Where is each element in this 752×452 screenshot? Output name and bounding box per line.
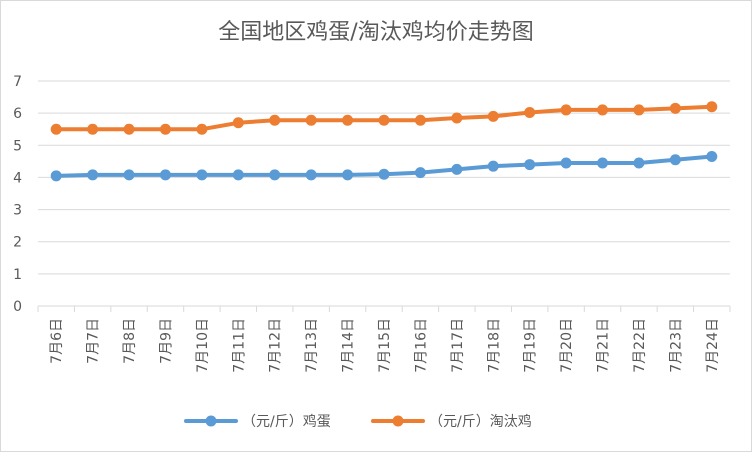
data-point-1 bbox=[50, 123, 62, 135]
y-tick-label: 2 bbox=[13, 235, 22, 251]
data-point-0 bbox=[524, 159, 536, 171]
data-point-1 bbox=[305, 114, 317, 126]
data-point-0 bbox=[451, 163, 463, 175]
x-tick-label: 7月19日 bbox=[523, 318, 539, 373]
x-tick-label: 7月7日 bbox=[86, 318, 102, 364]
data-point-0 bbox=[487, 160, 499, 172]
data-point-1 bbox=[87, 123, 99, 135]
x-tick-label: 7月23日 bbox=[668, 318, 684, 373]
data-point-1 bbox=[706, 101, 718, 113]
x-tick-label: 7月9日 bbox=[158, 318, 174, 364]
x-tick-label: 7月6日 bbox=[49, 318, 65, 364]
x-tick-label: 7月13日 bbox=[304, 318, 320, 373]
data-point-0 bbox=[669, 154, 681, 166]
legend-label-1: （元/斤）淘汰鸡 bbox=[429, 413, 532, 430]
data-point-1 bbox=[487, 110, 499, 122]
data-point-1 bbox=[414, 114, 426, 126]
data-point-1 bbox=[342, 114, 354, 126]
x-tick-label: 7月8日 bbox=[122, 318, 138, 364]
data-point-0 bbox=[560, 157, 572, 169]
data-point-1 bbox=[524, 107, 536, 118]
data-point-1 bbox=[269, 114, 281, 126]
chart-title: 全国地区鸡蛋/淘汰鸡均价走势图 bbox=[218, 20, 534, 45]
x-tick-label: 7月20日 bbox=[559, 318, 575, 373]
data-point-1 bbox=[560, 104, 572, 116]
data-point-1 bbox=[633, 104, 645, 116]
y-tick-label: 7 bbox=[13, 74, 22, 90]
y-tick-label: 3 bbox=[13, 203, 22, 219]
data-point-0 bbox=[706, 151, 718, 163]
data-point-1 bbox=[669, 102, 681, 114]
y-tick-label: 6 bbox=[13, 106, 22, 122]
x-tick-label: 7月16日 bbox=[413, 318, 429, 373]
data-point-0 bbox=[50, 170, 62, 182]
data-point-0 bbox=[378, 168, 390, 180]
legend-label-0: （元/斤）鸡蛋 bbox=[242, 413, 331, 430]
x-tick-label: 7月14日 bbox=[341, 318, 357, 373]
x-tick-label: 7月18日 bbox=[486, 318, 502, 373]
data-point-0 bbox=[159, 169, 171, 181]
data-point-0 bbox=[342, 169, 354, 181]
x-tick-label: 7月17日 bbox=[450, 318, 466, 373]
y-tick-label: 0 bbox=[13, 299, 22, 315]
data-point-0 bbox=[87, 169, 99, 181]
x-tick-label: 7月15日 bbox=[377, 318, 393, 373]
data-point-1 bbox=[597, 104, 609, 116]
data-point-0 bbox=[597, 157, 609, 169]
data-point-0 bbox=[196, 169, 208, 181]
data-point-0 bbox=[305, 169, 317, 181]
legend-marker-1 bbox=[392, 415, 404, 427]
data-point-0 bbox=[633, 157, 645, 169]
data-point-0 bbox=[232, 169, 244, 181]
y-tick-label: 1 bbox=[13, 267, 22, 283]
data-point-1 bbox=[451, 112, 463, 124]
data-point-0 bbox=[414, 167, 426, 179]
data-point-1 bbox=[378, 114, 390, 126]
x-tick-label: 7月24日 bbox=[705, 318, 721, 373]
y-tick-label: 4 bbox=[13, 170, 22, 186]
legend-marker-0 bbox=[205, 415, 217, 427]
data-point-1 bbox=[159, 123, 171, 135]
data-point-1 bbox=[123, 123, 135, 135]
x-tick-label: 7月10日 bbox=[195, 318, 211, 373]
x-tick-label: 7月11日 bbox=[231, 318, 247, 373]
data-point-0 bbox=[269, 169, 281, 181]
x-tick-label: 7月22日 bbox=[632, 318, 648, 373]
data-point-1 bbox=[196, 123, 208, 135]
data-point-1 bbox=[232, 117, 244, 129]
x-tick-label: 7月12日 bbox=[268, 318, 284, 373]
data-point-0 bbox=[123, 169, 135, 181]
y-tick-label: 5 bbox=[13, 138, 22, 154]
x-tick-label: 7月21日 bbox=[596, 318, 612, 373]
